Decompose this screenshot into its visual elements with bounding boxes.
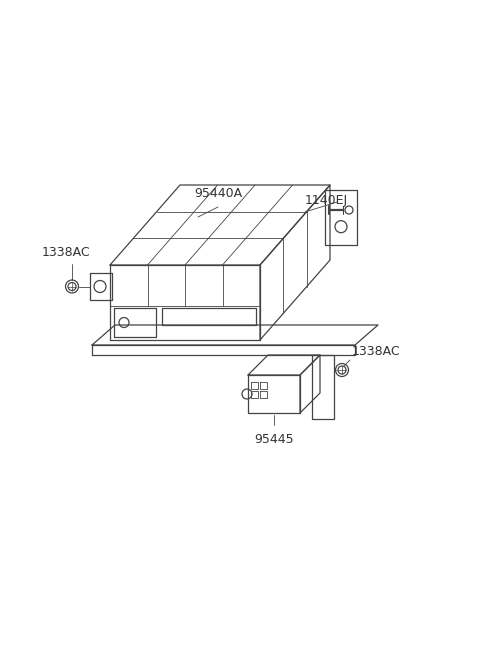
Text: 1140EJ: 1140EJ xyxy=(305,194,348,207)
Text: 95440A: 95440A xyxy=(194,187,242,200)
Text: 1338AC: 1338AC xyxy=(352,345,401,358)
Text: 95445: 95445 xyxy=(254,433,294,446)
Text: 1338AC: 1338AC xyxy=(42,246,91,259)
